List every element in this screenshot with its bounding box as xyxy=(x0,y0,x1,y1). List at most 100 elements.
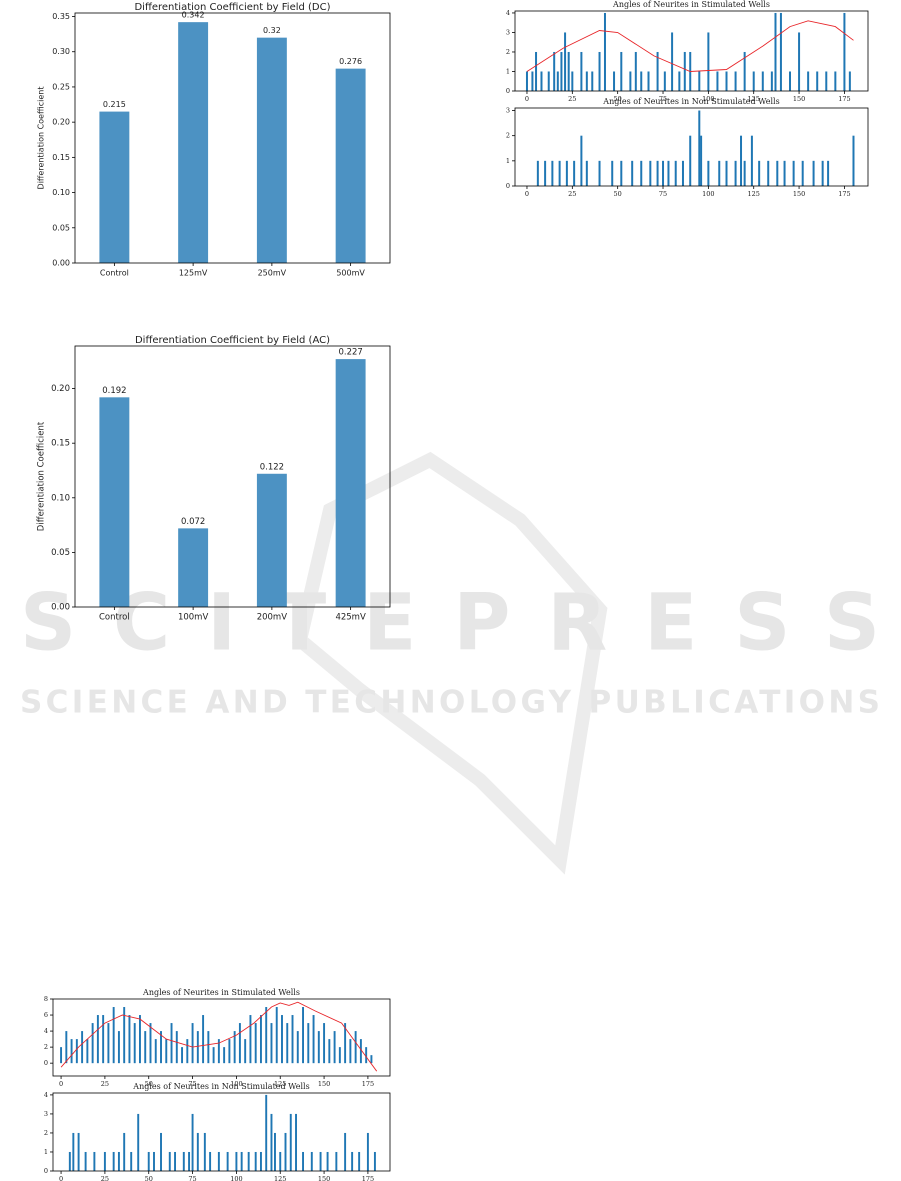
histogram-bar xyxy=(281,1015,283,1064)
histogram-bar xyxy=(133,1023,136,1064)
histogram-bar xyxy=(848,71,851,91)
y-tick-label: 1 xyxy=(506,157,510,165)
histogram-bar xyxy=(60,1047,63,1064)
histogram-bar xyxy=(168,1151,171,1171)
histogram-bar xyxy=(640,160,643,186)
y-tick-label: 0.20 xyxy=(52,118,70,127)
y-tick-label: 0 xyxy=(506,87,510,95)
x-tick-label: 150 xyxy=(318,1175,330,1181)
histogram-bar xyxy=(544,160,547,186)
chart-title: Angles of Neurites in Stimulated Wells xyxy=(142,988,300,997)
x-tick-label: 75 xyxy=(188,1080,196,1088)
x-tick-label: 100 xyxy=(230,1080,242,1088)
x-tick-label: Control xyxy=(99,613,130,623)
y-tick-label: 0 xyxy=(506,182,510,190)
histogram-bar xyxy=(571,71,574,91)
x-tick-label: 125 xyxy=(274,1080,286,1088)
watermark-subtitle: SCIENCE AND TECHNOLOGY PUBLICATIONS xyxy=(20,685,880,721)
y-tick-label: 0.05 xyxy=(52,223,70,232)
histogram-bar xyxy=(259,1015,262,1064)
histogram-bar xyxy=(244,1039,247,1064)
x-tick-label: 175 xyxy=(362,1175,374,1181)
histogram-bar xyxy=(359,1039,362,1064)
histogram-bar xyxy=(663,71,666,91)
histogram-bar xyxy=(556,71,559,91)
x-tick-label: 0 xyxy=(59,1175,63,1181)
y-tick-label: 0 xyxy=(44,1167,48,1175)
histogram-bar xyxy=(238,1023,241,1064)
histogram-bar xyxy=(170,1023,173,1064)
histogram-bar xyxy=(560,51,563,91)
histogram-bar xyxy=(674,160,677,186)
histogram-bar xyxy=(827,160,830,186)
x-tick-label: 175 xyxy=(362,1080,374,1088)
histogram-bar xyxy=(843,12,846,92)
histogram-bar xyxy=(174,1151,176,1171)
histogram-bar xyxy=(317,1031,320,1064)
histogram-bar xyxy=(335,1151,338,1171)
y-axis-label: Differentiation Coefficient xyxy=(37,87,46,190)
histogram-bar xyxy=(191,1113,194,1171)
histogram-bar xyxy=(265,1007,268,1064)
y-tick-label: 4 xyxy=(506,9,510,17)
histogram-bar xyxy=(123,1132,126,1171)
histogram-bar xyxy=(165,1039,168,1064)
histogram-bar xyxy=(326,1151,329,1171)
x-tick-label: 100 xyxy=(702,95,714,103)
histogram-bar xyxy=(144,1031,147,1064)
histogram-bar xyxy=(620,51,623,91)
y-tick-label: 0.15 xyxy=(51,439,70,449)
histogram-bar xyxy=(102,1015,105,1064)
x-tick-label: 125 xyxy=(274,1175,286,1181)
histogram-bar xyxy=(202,1015,205,1064)
x-tick-label: Control xyxy=(100,269,129,278)
histogram-bar xyxy=(289,1113,292,1171)
histogram-bar xyxy=(816,71,819,91)
x-tick-label: 150 xyxy=(318,1080,330,1088)
histogram-bar xyxy=(149,1023,152,1064)
x-tick-label: 175 xyxy=(838,190,850,198)
histogram-bar xyxy=(656,51,659,91)
histogram-bar xyxy=(333,1031,336,1064)
histogram-bar xyxy=(328,1039,331,1064)
histogram-bar xyxy=(217,1039,220,1064)
histogram-bar xyxy=(812,160,815,186)
histogram-bar xyxy=(647,71,650,91)
x-tick-label: 150 xyxy=(793,95,805,103)
histogram-bar xyxy=(698,110,701,186)
y-tick-label: 0.05 xyxy=(51,548,70,558)
histogram-bar xyxy=(585,160,588,186)
plot-frame xyxy=(514,107,869,187)
y-tick-label: 2 xyxy=(506,132,510,140)
histogram-bar xyxy=(681,160,684,186)
histogram-bar xyxy=(310,1151,313,1171)
y-tick-label: 0 xyxy=(44,1059,48,1067)
histogram-bar xyxy=(191,1023,194,1064)
histogram-bar xyxy=(801,160,804,186)
histogram-bar xyxy=(358,1151,361,1171)
histogram-bar xyxy=(585,71,588,91)
y-tick-label: 3 xyxy=(506,107,510,115)
histogram-bar xyxy=(203,1132,206,1171)
histogram-bar xyxy=(700,135,703,186)
histogram-bar xyxy=(821,160,824,186)
y-tick-label: 0.20 xyxy=(51,384,70,394)
histogram-bar xyxy=(740,135,743,186)
histogram-bar xyxy=(103,1151,106,1171)
histogram-bar xyxy=(725,160,728,186)
histogram-bar xyxy=(344,1132,347,1171)
histogram-bar xyxy=(175,1031,178,1064)
histogram-bar xyxy=(112,1007,115,1064)
histogram-bar xyxy=(235,1151,238,1171)
histogram-bar xyxy=(707,32,710,91)
chart-title: Differentiation Coefficient by Field (DC… xyxy=(134,2,330,13)
bar xyxy=(178,528,209,607)
histogram-bar xyxy=(354,1031,357,1064)
y-tick-label: 1 xyxy=(506,67,510,75)
histogram-bar xyxy=(718,160,721,186)
histogram-bar xyxy=(160,1031,162,1064)
histogram-bar xyxy=(196,1031,199,1064)
y-tick-label: 4 xyxy=(44,1091,48,1099)
watermark-logo xyxy=(292,451,608,875)
